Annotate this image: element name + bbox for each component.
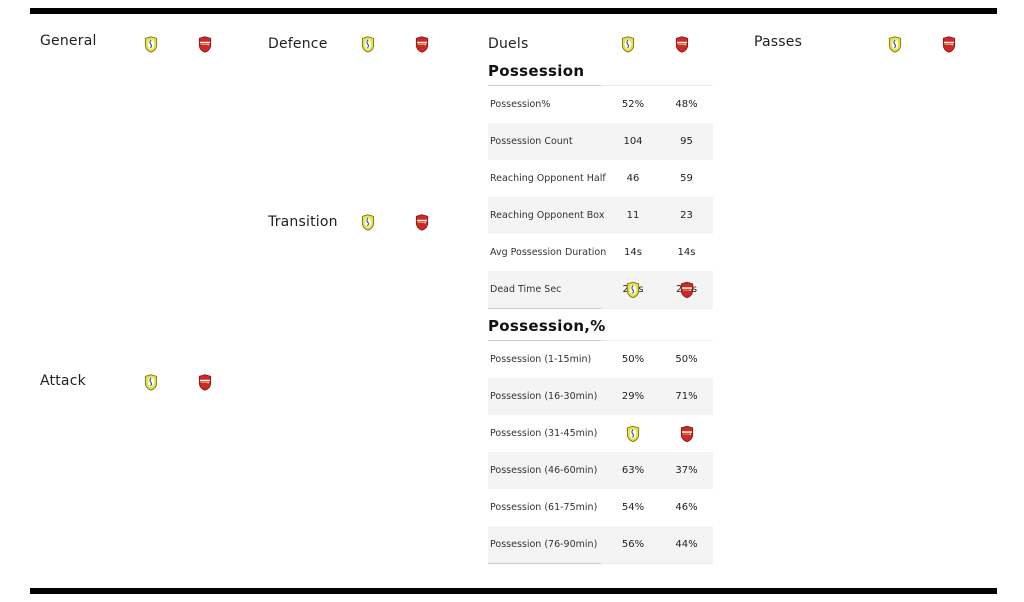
stat-label: Possession (1-15min) bbox=[490, 354, 592, 365]
stat-value-home: 63% bbox=[621, 465, 645, 476]
bottom-frame-bar bbox=[30, 588, 997, 594]
category-passes-label: Passes bbox=[754, 34, 803, 50]
stat-value-home: 46 bbox=[626, 173, 640, 184]
stat-label: Possession Count bbox=[490, 136, 573, 147]
stat-value-away: 44% bbox=[675, 539, 698, 550]
section-divider bbox=[488, 563, 713, 564]
leeds-united-badge-icon bbox=[361, 214, 375, 231]
stat-row-reaching-opponent-box: Reaching Opponent Box 11 23 bbox=[488, 197, 713, 234]
stat-value-away: 2 2s bbox=[658, 271, 715, 308]
stat-value-home: 54% bbox=[621, 502, 645, 513]
stat-label: Reaching Opponent Half bbox=[490, 173, 606, 184]
category-transition-label: Transition bbox=[268, 214, 338, 230]
category-attack-label: Attack bbox=[40, 373, 86, 389]
stat-value-away bbox=[658, 415, 715, 452]
stat-label: Possession% bbox=[490, 99, 551, 110]
leeds-united-badge-icon bbox=[888, 36, 902, 53]
arsenal-badge-icon bbox=[198, 36, 212, 53]
arsenal-badge-icon bbox=[415, 214, 429, 231]
stat-value-away: 71% bbox=[675, 391, 698, 402]
stat-label: Possession (46-60min) bbox=[490, 465, 598, 476]
category-defence-label: Defence bbox=[268, 36, 328, 52]
stat-label: Possession (16-30min) bbox=[490, 391, 598, 402]
leeds-united-badge-icon bbox=[626, 425, 640, 442]
stat-value-home: 50% bbox=[621, 354, 645, 365]
arsenal-badge-icon bbox=[680, 425, 694, 442]
arsenal-badge-icon bbox=[415, 36, 429, 53]
stat-value-home: 14s bbox=[624, 247, 642, 258]
stat-row-possession-61-75: Possession (61-75min) 54% 46% bbox=[488, 489, 713, 526]
stat-row-possession-16-30: Possession (16-30min) 29% 71% bbox=[488, 378, 713, 415]
category-duels-label: Duels bbox=[488, 36, 529, 52]
stat-value-away: 37% bbox=[675, 465, 698, 476]
stat-value-away: 95 bbox=[680, 136, 693, 147]
leeds-united-badge-icon bbox=[361, 36, 375, 53]
stat-label: Possession (61-75min) bbox=[490, 502, 598, 513]
stat-value-home: 2 2s bbox=[608, 271, 658, 308]
stat-value-away: 48% bbox=[675, 99, 698, 110]
top-frame-bar bbox=[30, 8, 997, 14]
stat-value-home: 52% bbox=[621, 99, 645, 110]
stat-row-reaching-opponent-half: Reaching Opponent Half 46 59 bbox=[488, 160, 713, 197]
stat-value-away: 14s bbox=[677, 247, 696, 258]
stat-row-dead-time-sec: Dead Time Sec 2 2s 2 2s bbox=[488, 271, 713, 308]
arsenal-badge-icon bbox=[198, 374, 212, 391]
stat-label: Dead Time Sec bbox=[490, 284, 562, 295]
arsenal-badge-icon bbox=[942, 36, 956, 53]
leeds-united-badge-icon bbox=[621, 36, 635, 53]
stat-row-possession-31-45: Possession (31-45min) bbox=[488, 415, 713, 452]
stat-label: Possession (31-45min) bbox=[490, 428, 598, 439]
leeds-united-badge-icon bbox=[144, 374, 158, 391]
section-divider bbox=[488, 308, 713, 309]
arsenal-badge-icon bbox=[675, 36, 689, 53]
section-title-possession-pct: Possession,% bbox=[488, 317, 606, 335]
stat-row-possession-76-90: Possession (76-90min) 56% 44% bbox=[488, 526, 713, 563]
section-divider bbox=[488, 85, 713, 86]
stat-row-possession-1-15: Possession (1-15min) 50% 50% bbox=[488, 341, 713, 378]
stat-label: Reaching Opponent Box bbox=[490, 210, 605, 221]
stat-label: Possession (76-90min) bbox=[490, 539, 598, 550]
stat-row-possession-pct: Possession% 52% 48% bbox=[488, 86, 713, 123]
stat-value-away: 23 bbox=[680, 210, 693, 221]
arsenal-badge-icon bbox=[680, 281, 694, 298]
stat-value-away: 59 bbox=[680, 173, 693, 184]
stat-row-avg-possession-duration: Avg Possession Duration 14s 14s bbox=[488, 234, 713, 271]
stat-value-home: 104 bbox=[623, 136, 643, 147]
section-title-possession: Possession bbox=[488, 62, 585, 80]
stat-value-away: 46% bbox=[675, 502, 698, 513]
leeds-united-badge-icon bbox=[626, 281, 640, 298]
section-divider bbox=[488, 340, 713, 341]
stat-row-possession-46-60: Possession (46-60min) 63% 37% bbox=[488, 452, 713, 489]
stat-value-home: 56% bbox=[621, 539, 645, 550]
possession-stats-panel: Possession Possession% 52% 48% Possessio… bbox=[488, 62, 713, 564]
stat-row-possession-count: Possession Count 104 95 bbox=[488, 123, 713, 160]
stat-value-home: 29% bbox=[621, 391, 645, 402]
stat-value-home: 11 bbox=[626, 210, 640, 221]
stat-value-away: 50% bbox=[675, 354, 698, 365]
category-general-label: General bbox=[40, 33, 97, 49]
stat-value-home bbox=[608, 415, 658, 452]
leeds-united-badge-icon bbox=[144, 36, 158, 53]
stat-label: Avg Possession Duration bbox=[490, 247, 607, 258]
